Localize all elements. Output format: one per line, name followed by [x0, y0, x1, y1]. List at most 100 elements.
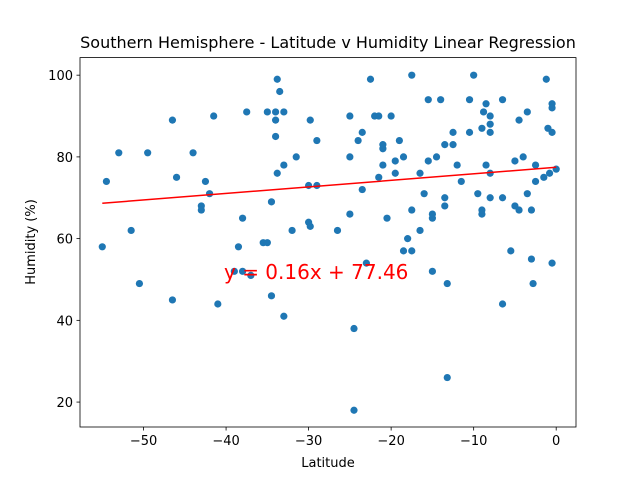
point [441, 141, 449, 149]
point [470, 71, 478, 79]
point [115, 149, 123, 157]
annotation: y = 0.16x + 77.46 [224, 260, 408, 284]
point [305, 181, 313, 190]
regression-line [102, 166, 557, 204]
point [346, 210, 354, 218]
point [98, 243, 106, 251]
point [210, 112, 218, 120]
point [243, 108, 251, 116]
point [271, 132, 280, 141]
point [395, 136, 403, 145]
y-tick-label: 100 [48, 69, 73, 84]
x-tick-label: −40 [212, 434, 239, 449]
point [453, 161, 461, 169]
point [292, 153, 300, 161]
point [271, 116, 280, 124]
point [168, 116, 177, 124]
point [346, 112, 354, 120]
point [387, 112, 395, 120]
point [507, 247, 515, 255]
point [375, 173, 383, 181]
point [238, 267, 247, 275]
point [127, 226, 135, 235]
point [548, 128, 556, 136]
point [350, 406, 358, 414]
point [540, 173, 548, 181]
point [313, 136, 321, 145]
point [548, 259, 556, 267]
point [486, 120, 494, 128]
x-axis-label: Latitude [301, 456, 355, 471]
point [552, 165, 560, 173]
point [482, 161, 490, 169]
point [523, 190, 531, 198]
point [408, 206, 416, 214]
y-tick-label: 20 [56, 396, 73, 411]
x-tick-label: −50 [130, 434, 157, 449]
y-tick-label: 60 [56, 233, 73, 248]
point [135, 279, 144, 288]
point [306, 116, 314, 124]
point [545, 169, 554, 177]
point [391, 169, 399, 177]
point [486, 128, 494, 136]
point [267, 198, 276, 206]
point [247, 271, 255, 279]
point [465, 128, 474, 136]
point [529, 279, 537, 288]
point [205, 190, 214, 198]
point [102, 177, 111, 186]
point [523, 108, 531, 116]
point [391, 157, 399, 165]
point [172, 173, 181, 181]
point [201, 177, 210, 186]
point [486, 194, 494, 202]
point [474, 190, 482, 198]
point [443, 279, 451, 288]
point [168, 296, 177, 304]
point [399, 153, 408, 161]
point [280, 108, 288, 116]
point [267, 292, 276, 300]
chart-title: Southern Hemisphere - Latitude v Humidit… [80, 33, 576, 52]
point [449, 141, 457, 149]
point [358, 128, 366, 136]
point [515, 116, 523, 124]
point [144, 149, 152, 157]
plot-frame [79, 57, 577, 428]
point [457, 177, 465, 186]
point [479, 108, 488, 116]
point [214, 300, 222, 308]
point [350, 324, 358, 333]
point [428, 267, 436, 275]
point [366, 75, 375, 83]
point [498, 300, 507, 308]
point [383, 214, 391, 222]
point [379, 161, 387, 169]
point [527, 255, 536, 263]
point [271, 108, 280, 116]
point [333, 226, 342, 235]
point [263, 108, 271, 116]
point [441, 194, 449, 202]
point [408, 247, 416, 255]
point [441, 202, 449, 210]
point [519, 153, 527, 161]
point [498, 194, 507, 202]
point [511, 157, 519, 165]
point [420, 190, 428, 198]
point [498, 96, 507, 104]
point [531, 161, 540, 169]
point [416, 226, 424, 235]
point [531, 177, 540, 186]
point [404, 235, 412, 243]
point [437, 96, 445, 104]
point [465, 96, 474, 104]
point [548, 104, 556, 112]
y-axis-label: Humidity (%) [24, 199, 39, 285]
x-tick-label: −20 [377, 434, 404, 449]
y-tick-label: 80 [56, 151, 73, 166]
point [273, 169, 281, 177]
